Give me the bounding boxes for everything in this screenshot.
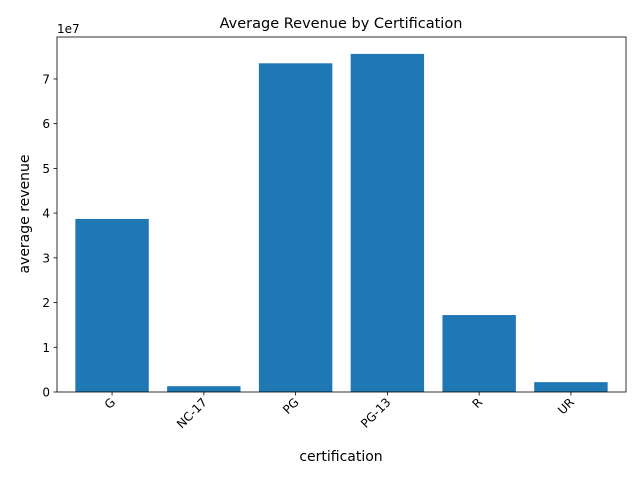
- bar-pg-13: [350, 53, 425, 393]
- bar-nc-17: [167, 386, 241, 392]
- y-tick-label: 2: [42, 296, 50, 310]
- x-tick-label: G: [102, 395, 118, 411]
- plot-frame: [56, 36, 627, 393]
- x-tick-label: UR: [555, 395, 577, 417]
- y-tick-label: 7: [42, 72, 50, 86]
- bar-g: [75, 218, 149, 392]
- bar-ur: [534, 382, 608, 392]
- bar-r: [442, 315, 516, 392]
- x-tick-label: R: [469, 395, 485, 411]
- bars-layer: [75, 53, 608, 393]
- y-tick-label: 6: [42, 117, 50, 131]
- bar-pg: [258, 63, 333, 393]
- y-offset-label: 1e7: [57, 22, 80, 36]
- x-tick-label: PG-13: [358, 395, 393, 430]
- x-tick-label: NC-17: [174, 395, 210, 431]
- y-tick-label: 0: [42, 386, 50, 400]
- x-tick-label: PG: [280, 395, 302, 417]
- x-axis-title: certification: [299, 449, 382, 465]
- y-axis-title: average revenue: [17, 154, 33, 273]
- y-tick-label: 5: [42, 162, 50, 176]
- y-tick-label: 3: [42, 251, 50, 265]
- chart-title: Average Revenue by Certification: [220, 16, 463, 32]
- y-tick-label: 4: [42, 207, 50, 221]
- y-tick-label: 1: [42, 341, 50, 355]
